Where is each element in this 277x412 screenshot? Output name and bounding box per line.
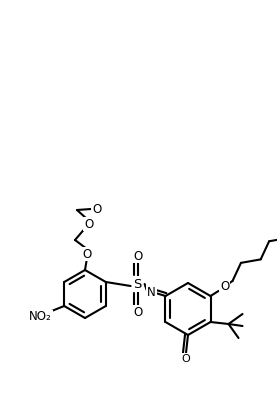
Text: S: S	[134, 278, 142, 290]
Text: N: N	[147, 286, 156, 299]
Text: O: O	[220, 281, 229, 293]
Text: O: O	[82, 248, 92, 260]
Text: O: O	[133, 250, 142, 262]
Text: NO₂: NO₂	[29, 311, 52, 323]
Text: O: O	[84, 218, 94, 230]
Text: O: O	[92, 203, 102, 215]
Text: O: O	[133, 306, 142, 318]
Text: O: O	[182, 354, 190, 364]
